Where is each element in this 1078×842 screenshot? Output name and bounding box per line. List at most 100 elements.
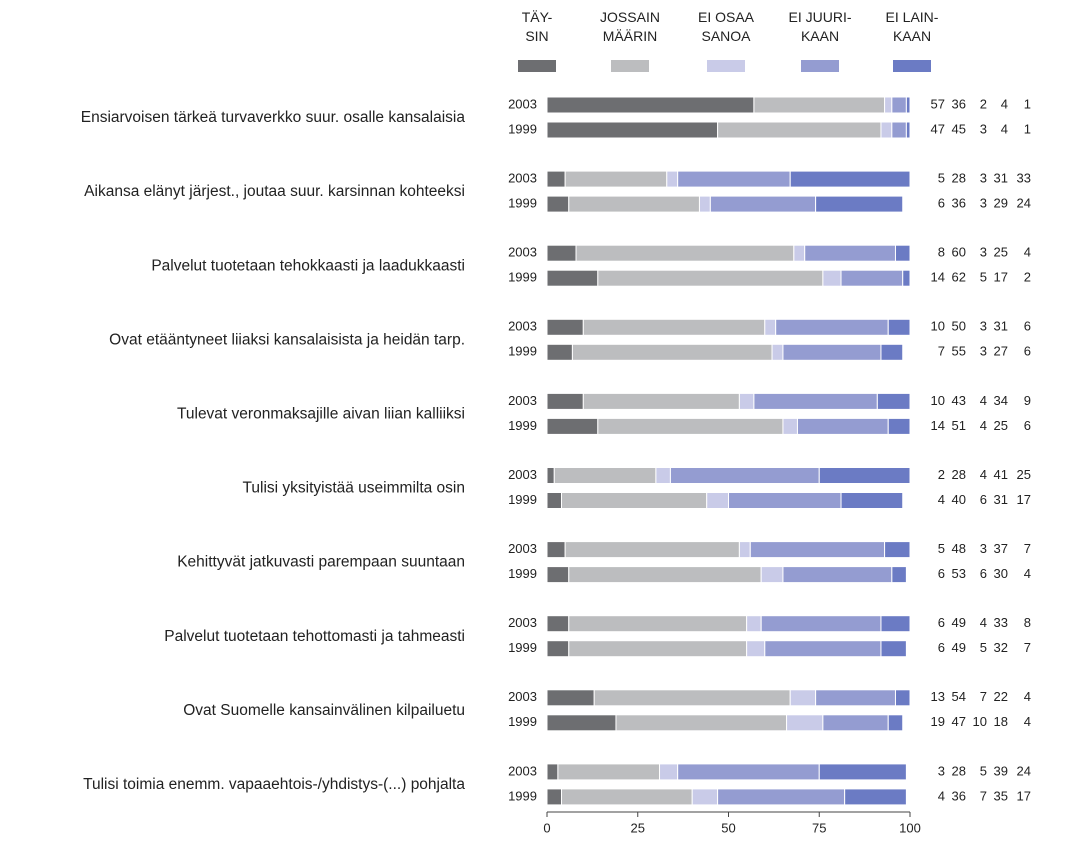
bar-segment [793,244,806,262]
value-label: 4 [1024,566,1031,581]
value-label: 5 [938,171,945,186]
value-label: 4 [1024,245,1031,260]
value-label: 49 [952,640,966,655]
row-label: Aikansa elänyt järjest., joutaa suur. ka… [84,183,465,200]
value-label: 6 [1024,418,1031,433]
bar-segment [557,763,661,781]
legend-swatch [707,60,745,72]
value-label: 4 [1024,714,1031,729]
bar-segment [553,467,657,484]
bar-segment [666,170,679,188]
value-label: 34 [994,393,1008,408]
value-label: 51 [952,418,966,433]
value-label: 6 [938,566,945,581]
value-label: 2 [938,467,945,482]
x-tick-label: 100 [899,820,921,835]
bar-segment [698,195,711,213]
bar-segment [568,566,762,584]
year-label: 1999 [508,196,537,211]
value-label: 3 [980,344,987,359]
year-label: 2003 [508,467,537,482]
bar-segment [593,689,791,707]
bar-segment [568,615,748,633]
value-label: 45 [952,121,966,136]
year-label: 2003 [508,171,537,186]
bar-segment [782,343,882,361]
value-label: 8 [1024,615,1031,630]
bar-segment [546,467,555,484]
bar-segment [887,714,904,732]
value-label: 57 [931,96,945,111]
value-label: 28 [952,763,966,778]
legend-label: EI LAIN- KAAN [885,9,939,44]
bar-segment [691,788,719,806]
bar-segment [764,640,882,658]
value-label: 17 [994,270,1008,285]
value-label: 47 [931,121,945,136]
value-label: 7 [980,689,987,704]
bar-segment [815,689,896,707]
value-label: 31 [994,171,1008,186]
value-label: 6 [938,640,945,655]
value-label: 6 [1024,319,1031,334]
bar-segment [568,195,700,213]
bar-segment [880,121,893,139]
bar-segment [568,640,748,658]
legend-swatch [801,60,839,72]
value-label: 6 [980,566,987,581]
value-label: 54 [952,689,966,704]
legend-label: EI OSAA SANOA [697,9,755,44]
value-label: 24 [1017,196,1031,211]
bar-segment [891,121,907,139]
bar-segment [884,541,911,559]
bar-segment [887,318,911,336]
bar-segment [597,417,784,435]
year-label: 1999 [508,788,537,803]
bar-segment [717,788,846,806]
legend-label: JOSSAIN MÄÄRIN [600,9,660,44]
legend-swatch [611,60,649,72]
bar-segment [546,244,577,262]
value-label: 10 [973,714,987,729]
value-label: 6 [1024,344,1031,359]
bar-segment [546,788,563,806]
row-label: Ovat Suomelle kansainvälinen kilpailuetu [183,702,465,719]
legend-label: EI JUURI- KAAN [788,9,852,44]
bar-segment [822,714,889,732]
bar-segment [546,96,755,114]
bar-segment [818,467,911,484]
year-label: 1999 [508,418,537,433]
bar-segment [582,318,766,336]
legend-label: TÄY- SIN [521,9,553,44]
bar-segment [738,392,755,410]
bar-segment [786,714,824,732]
bar-segment [546,689,595,707]
bar-segment [546,541,566,559]
value-label: 8 [938,245,945,260]
value-label: 49 [952,615,966,630]
value-label: 1 [1024,121,1031,136]
year-label: 1999 [508,344,537,359]
year-label: 2003 [508,96,537,111]
value-label: 55 [952,344,966,359]
value-label: 5 [938,541,945,556]
bar-segment [546,318,584,336]
value-label: 43 [952,393,966,408]
bar-segment [789,170,911,188]
value-label: 36 [952,196,966,211]
bar-segment [546,417,599,435]
x-tick-label: 25 [631,820,645,835]
value-label: 53 [952,566,966,581]
value-label: 3 [980,319,987,334]
value-label: 50 [952,319,966,334]
year-label: 1999 [508,121,537,136]
value-label: 4 [1001,96,1008,111]
value-label: 17 [1017,492,1031,507]
bar-segment [575,244,795,262]
year-label: 2003 [508,245,537,260]
bar-segment [738,541,751,559]
year-label: 1999 [508,714,537,729]
value-label: 39 [994,763,1008,778]
bar-segment [546,566,570,584]
value-label: 29 [994,196,1008,211]
